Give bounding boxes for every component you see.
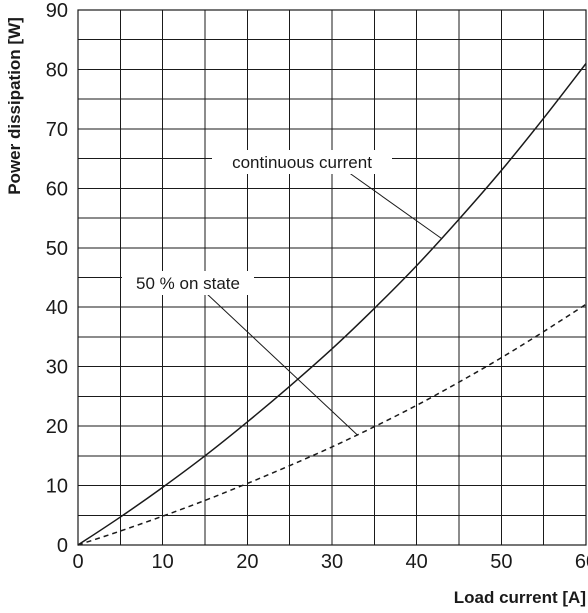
annotation-background: [122, 271, 254, 295]
y-tick-label: 50: [46, 238, 68, 260]
y-tick-label: 90: [46, 0, 68, 22]
x-axis-title: Load current [A]: [454, 588, 586, 607]
y-tick-label: 60: [46, 178, 68, 200]
y-tick-label: 20: [46, 416, 68, 438]
x-tick-label: 0: [72, 551, 83, 573]
y-tick-label: 30: [46, 357, 68, 379]
annotation-label: continuous current: [232, 153, 372, 172]
series-line-50-percent-on-state: [77, 303, 587, 546]
annotations: continuous current 50 % on state: [122, 150, 443, 436]
annotation-label: 50 % on state: [136, 274, 240, 293]
x-tick-label: 60: [575, 551, 588, 573]
y-tick-label: 10: [46, 476, 68, 498]
annotation-leader-line: [205, 292, 358, 436]
y-axis-title: Power dissipation [W]: [5, 17, 24, 195]
x-tick-label: 40: [406, 551, 428, 573]
x-tick-label: 30: [321, 551, 343, 573]
tick-labels: 0 10 20 30 40 50 60 70 80 90 0 10 20 30 40 50 60: [46, 0, 588, 573]
series: [77, 63, 587, 546]
y-tick-label: 0: [57, 535, 68, 557]
annotation-background: [212, 150, 392, 174]
y-tick-label: 80: [46, 59, 68, 81]
y-tick-label: 40: [46, 297, 68, 319]
plot-frame: [77, 9, 587, 546]
x-tick-label: 10: [152, 551, 174, 573]
x-tick-label: 20: [236, 551, 258, 573]
series-line-continuous-current: [77, 63, 587, 546]
y-tick-label: 70: [46, 119, 68, 141]
x-tick-label: 50: [490, 551, 512, 573]
annotation-leader-line: [347, 171, 443, 240]
